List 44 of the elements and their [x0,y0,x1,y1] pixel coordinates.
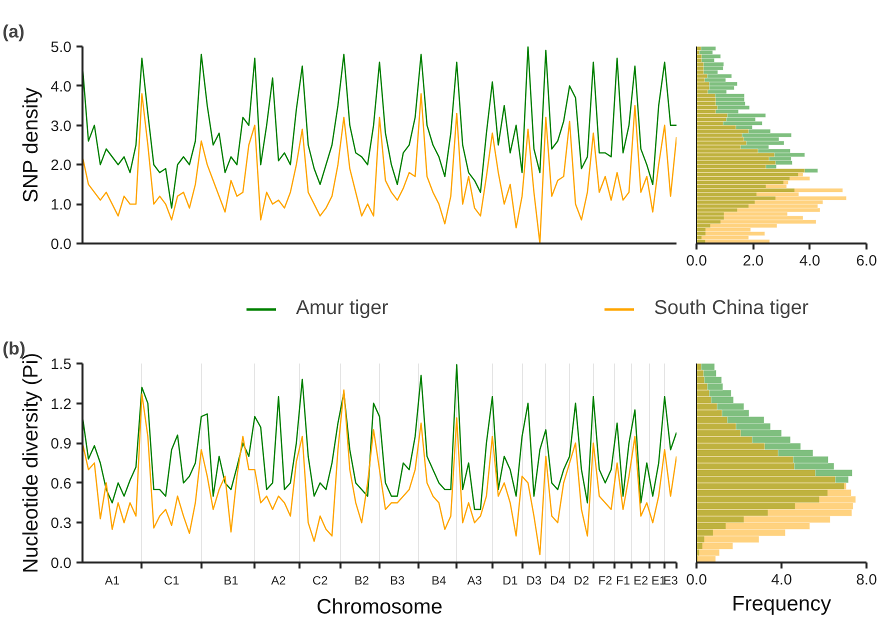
y-tick-label: 5.0 [50,39,72,56]
x-axis-title: Chromosome [316,596,443,618]
x-tick-label: E2 [634,574,649,588]
chart-title: (a) [2,22,25,42]
x-tick-label: B4 [432,574,447,588]
x-tick-label: 4.0 [771,572,792,588]
y-tick-label: 0.9 [50,436,72,453]
x-tick-label: F2 [598,574,613,588]
legend-label: South China tiger [654,297,810,320]
line-series [82,364,676,510]
x-tick-label: D2 [574,574,590,588]
line-series [82,46,676,209]
x-tick-label: B2 [354,574,370,588]
x-tick-label: B3 [390,574,405,588]
x-axis-title: Frequency [732,592,832,616]
x-tick-label: C1 [164,574,180,588]
y-tick-label: 4.0 [50,78,72,96]
x-tick-label: A3 [467,574,482,588]
x-tick-label: 2.0 [742,252,764,270]
legend-label: Amur tiger [296,297,390,320]
y-tick-label: 0.6 [50,475,72,492]
y-axis-title: SNP density [20,87,43,203]
x-tick-label: D3 [526,574,542,588]
x-tick-label: 0.0 [686,252,707,270]
y-tick-label: 2.0 [50,157,72,174]
y-tick-label: 1.5 [50,356,72,373]
x-tick-label: D4 [550,574,566,588]
x-tick-label: D1 [502,574,518,588]
x-tick-label: C2 [312,574,328,588]
y-tick-label: 0.3 [50,515,72,532]
y-tick-label: 0.0 [50,555,72,572]
x-tick-label: 0.0 [686,572,707,588]
x-tick-label: 4.0 [799,252,820,270]
y-tick-label: 1.2 [50,396,72,413]
x-tick-label: A1 [104,574,120,588]
y-tick-label: 1.0 [50,196,72,214]
y-tick-label: 0.0 [50,236,72,253]
x-tick-label: F1 [616,574,630,588]
x-tick-label: A2 [271,574,286,588]
x-tick-label: B1 [224,574,239,588]
x-tick-label: 6.0 [856,252,877,270]
y-tick-label: 3.0 [50,118,72,135]
x-tick-label: 8.0 [856,572,877,588]
line-series [82,389,676,556]
